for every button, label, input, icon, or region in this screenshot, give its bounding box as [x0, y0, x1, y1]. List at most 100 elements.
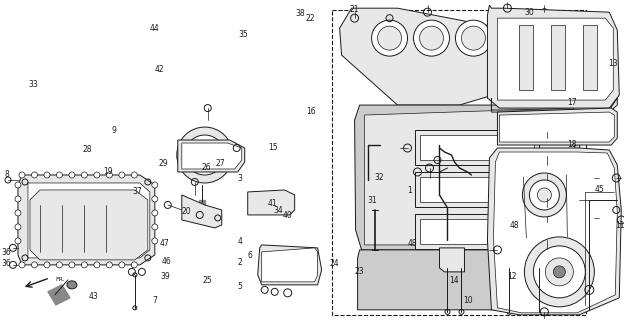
Polygon shape: [499, 112, 614, 142]
Text: 11: 11: [615, 221, 624, 230]
Text: 22: 22: [306, 14, 316, 23]
Polygon shape: [493, 152, 618, 313]
Ellipse shape: [119, 172, 125, 178]
Text: 9: 9: [111, 126, 116, 135]
Text: 1: 1: [407, 186, 412, 195]
Ellipse shape: [152, 238, 158, 244]
Ellipse shape: [131, 172, 138, 178]
Text: 43: 43: [89, 292, 99, 301]
Polygon shape: [258, 245, 322, 285]
Polygon shape: [414, 214, 539, 249]
Text: FR.: FR.: [55, 277, 64, 282]
Ellipse shape: [131, 262, 138, 268]
Text: 40: 40: [282, 212, 292, 220]
Ellipse shape: [524, 237, 594, 307]
Ellipse shape: [152, 182, 158, 188]
Ellipse shape: [522, 173, 566, 217]
Ellipse shape: [81, 262, 88, 268]
Ellipse shape: [15, 182, 21, 188]
Text: 3: 3: [238, 174, 242, 183]
Polygon shape: [182, 195, 222, 228]
Text: 38: 38: [295, 9, 304, 18]
Text: 24: 24: [329, 260, 339, 268]
Text: 36: 36: [2, 248, 12, 257]
Polygon shape: [583, 25, 598, 90]
Ellipse shape: [185, 135, 225, 175]
Ellipse shape: [44, 172, 50, 178]
Text: 27: 27: [216, 159, 225, 168]
Ellipse shape: [503, 26, 528, 50]
Polygon shape: [339, 8, 569, 105]
Ellipse shape: [553, 266, 566, 278]
Polygon shape: [488, 5, 619, 108]
Ellipse shape: [106, 172, 112, 178]
Ellipse shape: [19, 262, 25, 268]
Text: 4: 4: [238, 237, 242, 246]
Ellipse shape: [152, 224, 158, 230]
Polygon shape: [414, 172, 539, 207]
Ellipse shape: [538, 188, 551, 202]
Polygon shape: [414, 130, 539, 165]
Text: 7: 7: [152, 296, 158, 305]
Text: 48: 48: [408, 239, 417, 248]
Text: 28: 28: [82, 145, 92, 154]
Polygon shape: [28, 183, 150, 258]
Text: 36: 36: [2, 260, 12, 268]
Polygon shape: [248, 190, 294, 215]
Text: 18: 18: [567, 140, 576, 148]
Ellipse shape: [546, 258, 573, 286]
Polygon shape: [357, 250, 571, 310]
Text: 23: 23: [354, 267, 364, 276]
Text: 10: 10: [462, 296, 472, 305]
Ellipse shape: [19, 172, 25, 178]
Text: 5: 5: [238, 282, 242, 291]
Text: 32: 32: [374, 173, 384, 182]
Text: 46: 46: [162, 257, 172, 266]
Text: 35: 35: [239, 30, 249, 39]
Ellipse shape: [177, 127, 232, 183]
Polygon shape: [364, 108, 574, 245]
Polygon shape: [498, 18, 613, 100]
Text: 34: 34: [273, 206, 283, 215]
Polygon shape: [354, 105, 581, 250]
Ellipse shape: [31, 172, 38, 178]
Ellipse shape: [15, 238, 21, 244]
Ellipse shape: [419, 26, 444, 50]
Text: 25: 25: [203, 276, 212, 285]
Ellipse shape: [533, 246, 586, 298]
Ellipse shape: [529, 180, 559, 210]
Ellipse shape: [15, 224, 21, 230]
Ellipse shape: [15, 196, 21, 202]
Ellipse shape: [414, 20, 449, 56]
Bar: [332, 10, 586, 315]
Polygon shape: [491, 98, 618, 112]
Ellipse shape: [119, 262, 125, 268]
Ellipse shape: [378, 26, 401, 50]
Text: 20: 20: [181, 207, 191, 216]
Ellipse shape: [372, 20, 408, 56]
Text: 44: 44: [149, 24, 159, 33]
Polygon shape: [199, 200, 205, 208]
Text: 26: 26: [201, 163, 211, 172]
Ellipse shape: [94, 262, 100, 268]
Text: 47: 47: [160, 239, 170, 248]
Polygon shape: [498, 108, 618, 145]
Ellipse shape: [456, 20, 491, 56]
Text: 33: 33: [28, 80, 38, 89]
Text: 42: 42: [155, 65, 164, 74]
Polygon shape: [488, 148, 621, 315]
Text: 37: 37: [132, 187, 142, 196]
Ellipse shape: [106, 262, 112, 268]
Polygon shape: [177, 140, 245, 172]
Polygon shape: [551, 25, 566, 90]
Text: 31: 31: [367, 196, 377, 205]
Text: 29: 29: [159, 159, 169, 168]
Text: 12: 12: [507, 272, 517, 281]
Ellipse shape: [69, 172, 75, 178]
Polygon shape: [30, 190, 148, 260]
Text: 6: 6: [248, 252, 253, 260]
Text: 14: 14: [449, 276, 459, 285]
Ellipse shape: [15, 210, 21, 216]
Text: 16: 16: [306, 107, 316, 116]
Ellipse shape: [31, 262, 38, 268]
